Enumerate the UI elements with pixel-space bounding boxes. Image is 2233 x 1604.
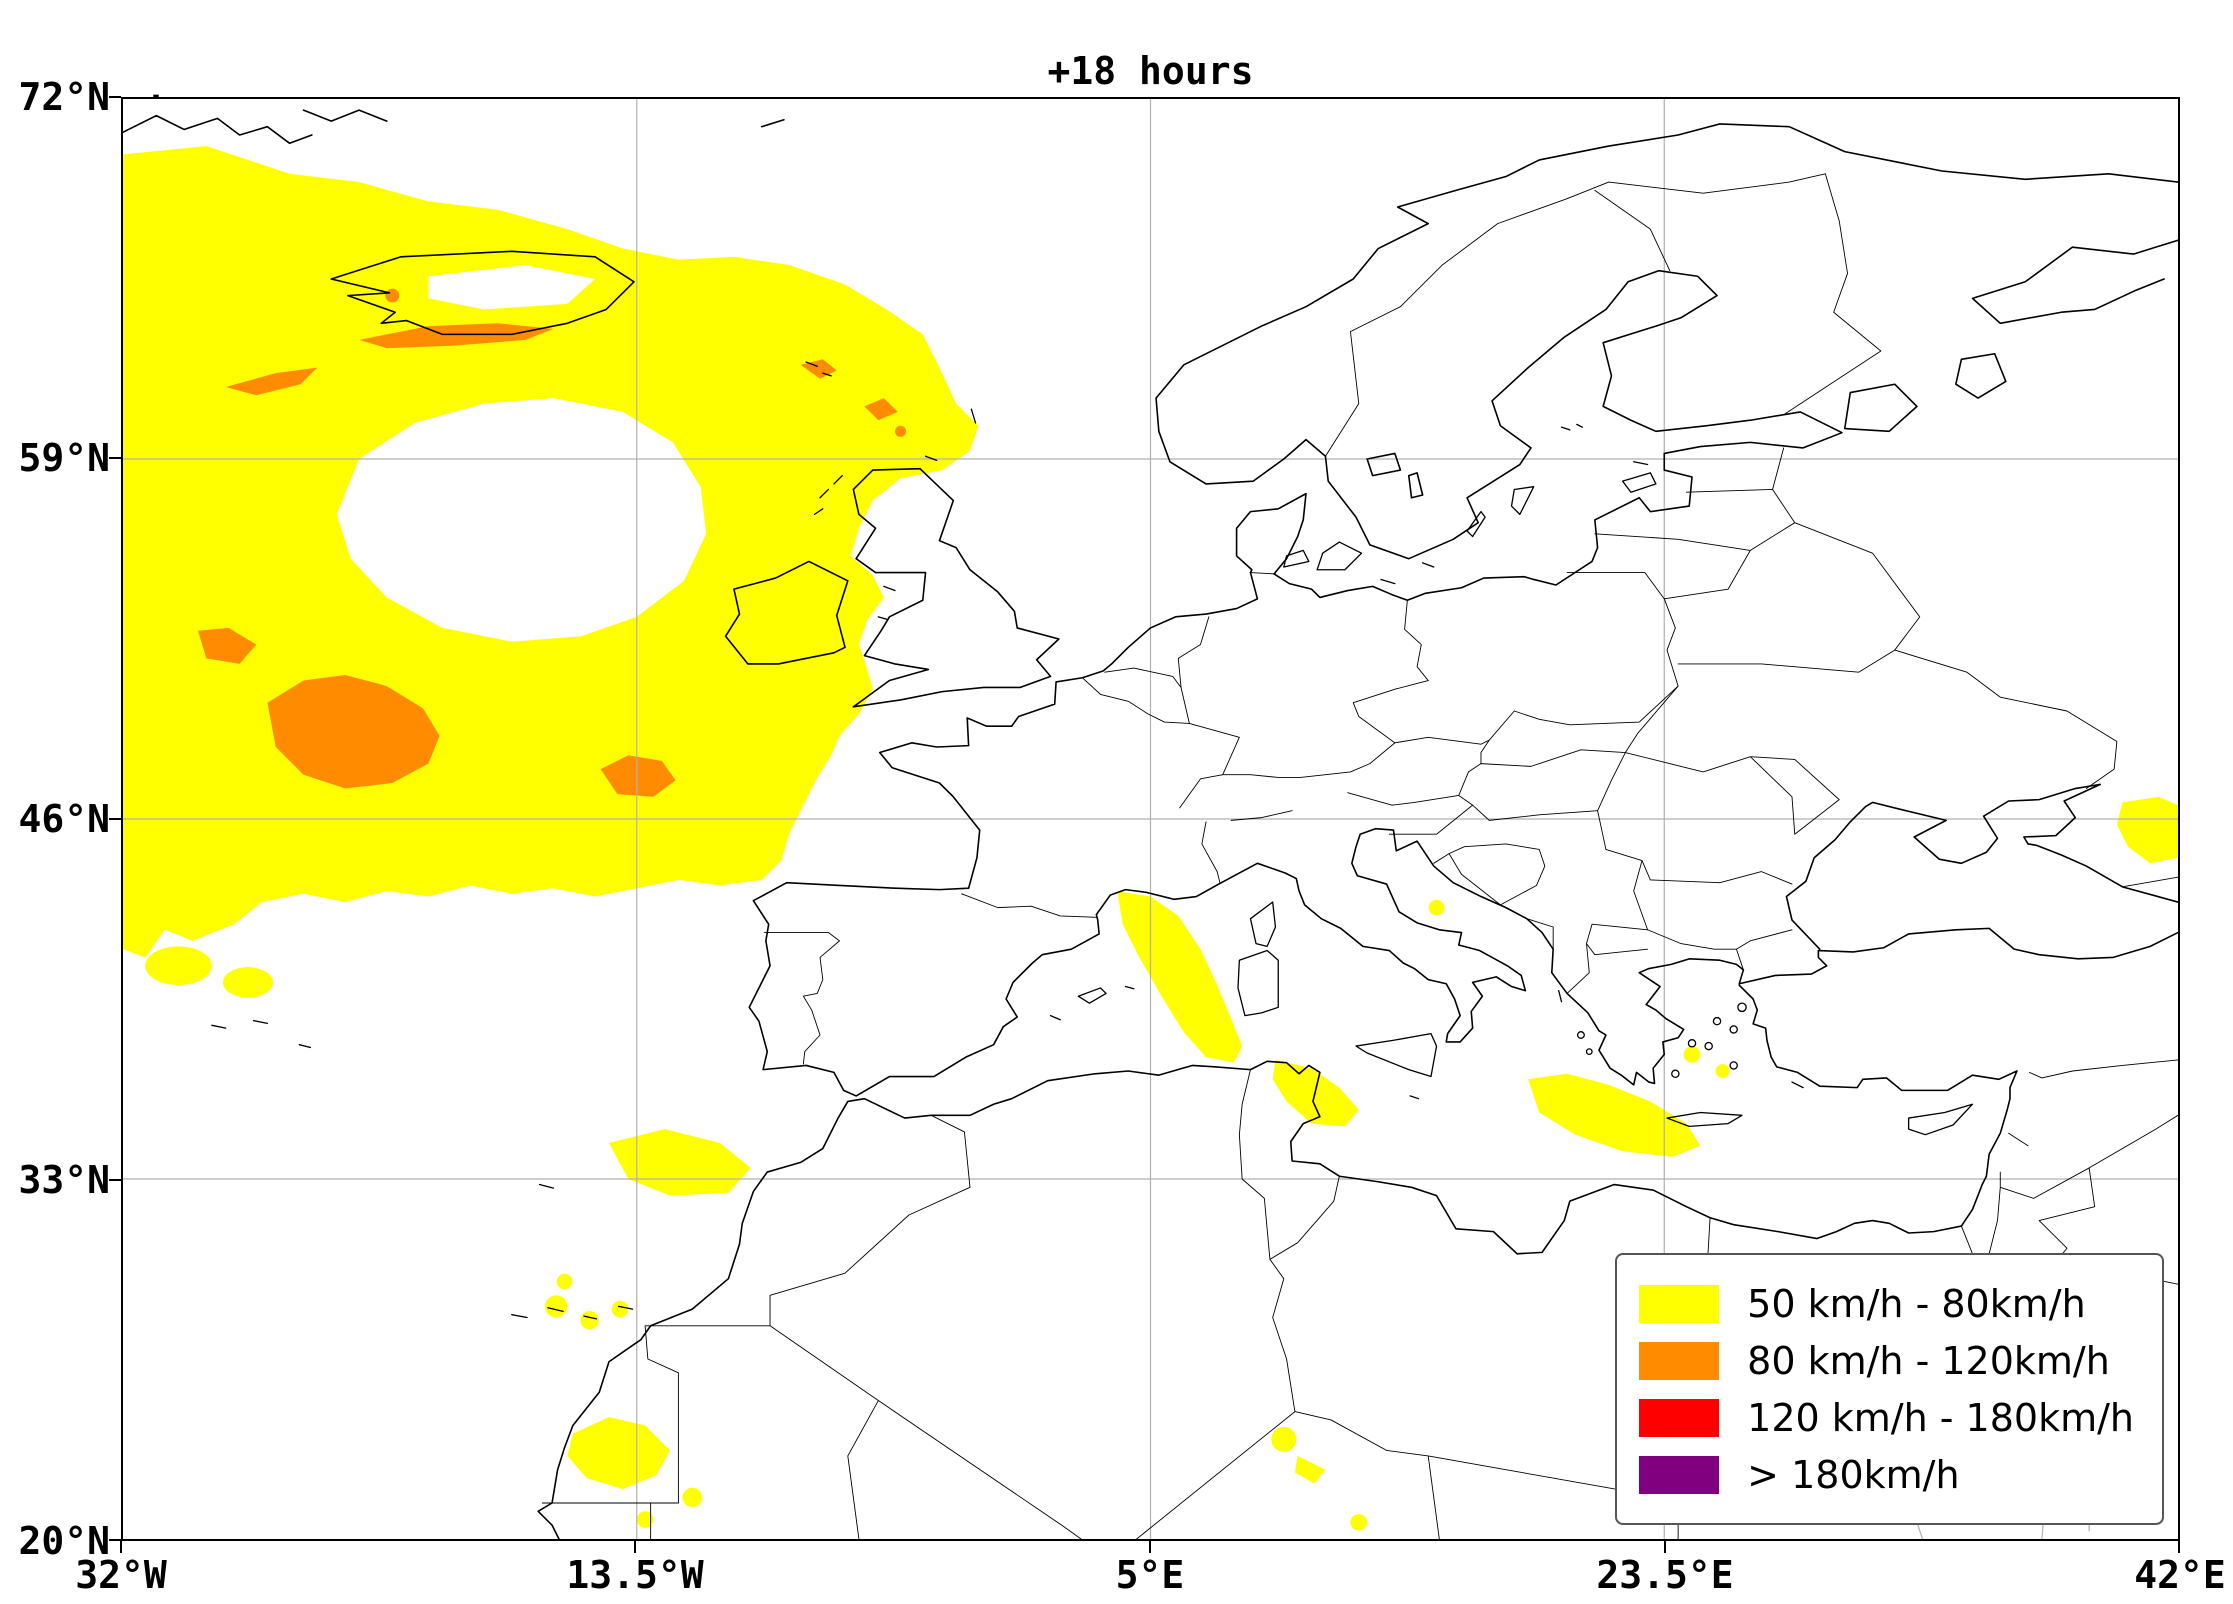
coast-lakes xyxy=(1367,354,2006,498)
lon-tick-5e: 5°E xyxy=(1115,1553,1185,1597)
legend-label-gt-180: > 180km/h xyxy=(1747,1452,1960,1497)
legend: 50 km/h - 80km/h 80 km/h - 120km/h 120 k… xyxy=(1615,1253,2164,1525)
coast-anatolia-africa xyxy=(538,985,2017,1539)
legend-label-80-120: 80 km/h - 120km/h xyxy=(1747,1338,2110,1383)
y-tickmark xyxy=(109,1539,121,1541)
islands xyxy=(212,362,1973,1319)
legend-label-120-180: 120 km/h - 180km/h xyxy=(1747,1395,2134,1440)
coast-black-sea-north xyxy=(1786,784,2178,949)
coast-white-sea xyxy=(1973,240,2179,323)
y-tickmark xyxy=(109,96,121,98)
y-tickmark xyxy=(109,818,121,820)
legend-row: 80 km/h - 120km/h xyxy=(1639,1332,2134,1389)
legend-row: 50 km/h - 80km/h xyxy=(1639,1275,2134,1332)
legend-swatch-120-180 xyxy=(1639,1398,1720,1437)
x-tickmark xyxy=(2178,1541,2180,1553)
lat-tick-33n: 33°N xyxy=(18,1158,110,1202)
coast-europe-mainland xyxy=(749,124,2178,1096)
lat-tick-72n: 72°N xyxy=(18,75,110,119)
lon-tick-42e: 42°E xyxy=(2134,1553,2226,1597)
gust-area-80-120 xyxy=(197,288,907,797)
legend-row: > 180km/h xyxy=(1639,1446,2134,1503)
x-tickmark xyxy=(120,1541,122,1553)
lon-tick-23-5e: 23.5°E xyxy=(1596,1553,1734,1597)
legend-swatch-50-80 xyxy=(1639,1284,1720,1323)
x-tickmark xyxy=(1664,1541,1666,1553)
legend-label-50-80: 50 km/h - 80km/h xyxy=(1747,1281,2086,1326)
coast-great-britain xyxy=(853,469,1059,707)
y-tickmark xyxy=(109,1179,121,1181)
country-borders xyxy=(542,174,2178,1539)
coast-iceland xyxy=(331,251,634,334)
coast-ireland xyxy=(726,561,848,663)
map-plot-area: 50 km/h - 80km/h 80 km/h - 120km/h 120 k… xyxy=(121,97,2180,1541)
lat-tick-59n: 59°N xyxy=(18,436,110,480)
legend-row: 120 km/h - 180km/h xyxy=(1639,1389,2134,1446)
coastlines xyxy=(123,110,2178,1539)
coast-greenland-fragments xyxy=(123,110,784,143)
lon-tick-13-5w: 13.5°W xyxy=(566,1553,704,1597)
legend-swatch-gt-180 xyxy=(1639,1455,1720,1494)
x-tickmark xyxy=(634,1541,636,1553)
x-tickmark xyxy=(1149,1541,1151,1553)
lat-tick-20n: 20°N xyxy=(18,1519,110,1563)
lon-tick-32w: 32°W xyxy=(75,1553,167,1597)
iceland-clearing xyxy=(428,265,596,310)
lat-tick-46n: 46°N xyxy=(18,797,110,841)
legend-swatch-80-120 xyxy=(1639,1341,1720,1380)
lead-time: +18 hours xyxy=(1047,49,1254,93)
y-tickmark xyxy=(109,457,121,459)
